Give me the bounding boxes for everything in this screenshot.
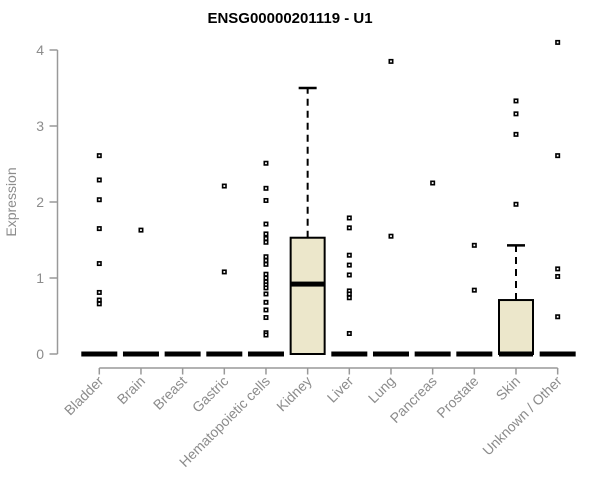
y-axis: 0 1 2 3 4 [36,42,59,362]
x-tick-label-brain: Brain [114,373,148,407]
outlier-point [96,301,102,307]
outlier-point [513,98,519,104]
outlier-point [221,269,227,275]
y-tick-label: 1 [36,270,44,286]
median-bar [290,281,325,287]
box-prostate [456,242,493,357]
outlier-point [96,297,102,303]
y-tick-label: 2 [36,194,44,210]
outlier-point [555,153,561,159]
median-bar [499,351,533,357]
outlier-point [471,242,477,248]
box-bladder [81,153,118,357]
x-tick-label-lung: Lung [365,373,398,406]
box-rect [289,236,326,355]
box-skin [498,98,534,357]
median-bar [81,351,118,357]
outlier-point [96,177,102,183]
outlier-point [263,261,269,267]
outlier-point [346,272,352,278]
outlier-point [138,227,144,233]
outlier-point [263,271,269,277]
x-tick-label-skin: Skin [493,373,524,404]
box-gastric [206,183,243,357]
outlier-point [263,160,269,166]
outlier-point [513,111,519,117]
outlier-point [555,266,561,272]
outlier-point [555,273,561,279]
box-breast [164,351,201,357]
x-tick-label-unknown-other: Unknown / Other [479,373,565,459]
outlier-point [388,233,394,239]
box-pancreas [414,180,451,357]
median-bar [456,351,493,357]
outlier-point [555,314,561,320]
outlier-point [513,131,519,137]
outlier-point [388,58,394,64]
median-bar [414,351,451,357]
box-lung [372,58,409,357]
outlier-point [263,275,269,281]
outlier-point [263,235,269,241]
box-brain [122,227,159,357]
y-axis-label: Expression [3,167,19,236]
outlier-point [96,261,102,267]
outlier-point [263,231,269,237]
y-tick-label: 4 [36,42,44,58]
outlier-point [263,258,269,264]
box-liver [331,215,368,357]
outlier-point [471,287,477,293]
outlier-point [263,254,269,260]
outlier-point [263,197,269,203]
outlier-point [430,180,436,186]
outlier-point [96,289,102,295]
outlier-point [263,315,269,321]
outlier-point [96,197,102,203]
outlier-point [263,221,269,227]
outlier-point [346,330,352,336]
x-tick-label-prostate: Prostate [433,373,481,421]
y-tick-label: 3 [36,118,44,134]
x-tick-label-bladder: Bladder [61,373,107,419]
outlier-point [221,183,227,189]
outlier-point [346,262,352,268]
box-unknown-other [539,39,576,357]
box-rect [498,299,534,356]
x-tick-label-liver: Liver [324,373,357,406]
median-bar [164,351,201,357]
median-bar [539,351,576,357]
outlier-point [263,185,269,191]
outlier-point [346,252,352,258]
outlier-point [346,291,352,297]
y-tick-label: 0 [36,346,44,362]
outlier-point [263,332,269,338]
outlier-point [263,291,269,297]
outlier-point [513,201,519,207]
outlier-point [263,299,269,305]
outlier-point [346,225,352,231]
median-bar [331,351,368,357]
x-tick-label-kidney: Kidney [273,373,315,415]
median-bar [372,351,409,357]
plot-area [81,39,576,357]
x-tick-label-breast: Breast [150,373,190,413]
outlier-point [263,285,269,291]
median-bar [206,351,243,357]
box-kidney [289,86,326,355]
median-bar [122,351,159,357]
median-bar [247,351,284,357]
outlier-point [263,239,269,245]
outlier-point [96,226,102,232]
outlier-point [96,153,102,159]
box-hematopoietic-cells [247,160,284,357]
outlier-point [346,295,352,301]
outlier-point [346,215,352,221]
chart-title: ENSG00000201119 - U1 [207,10,372,27]
outlier-point [263,307,269,313]
outlier-point [555,39,561,45]
